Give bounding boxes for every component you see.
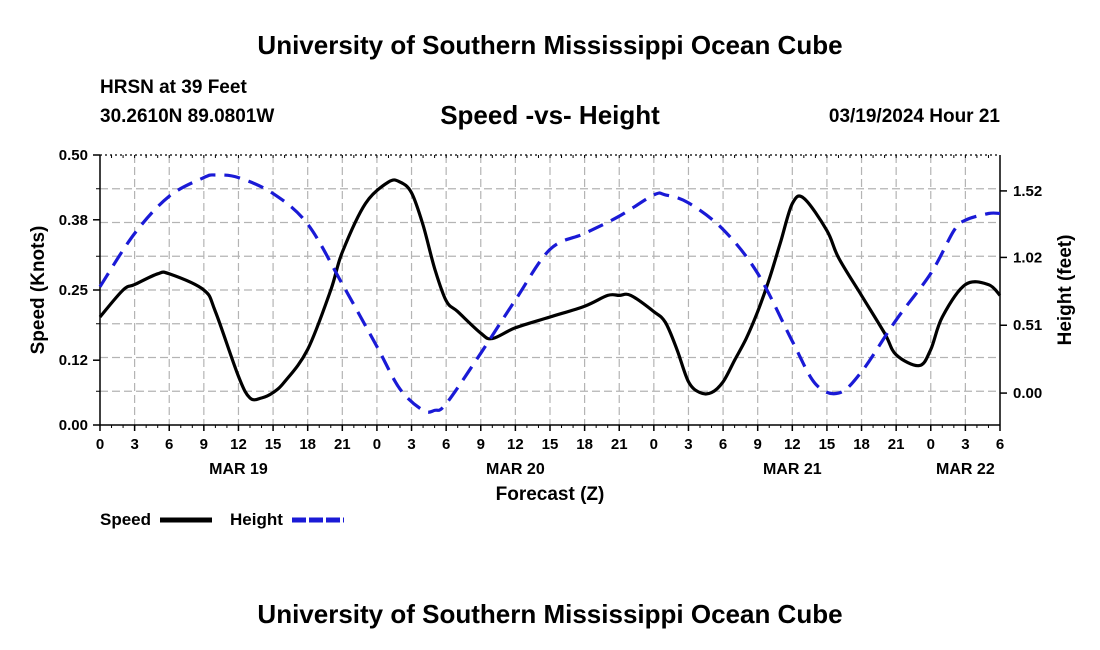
y-axis-title-left: Speed (Knots): [28, 226, 49, 355]
x-tick-label: 12: [784, 436, 801, 453]
y-tick-label-right: 1.02: [1013, 249, 1042, 266]
y-tick-label-left: 0.25: [59, 282, 88, 299]
x-tick-label: 21: [334, 436, 351, 453]
x-tick-label: 3: [961, 436, 969, 453]
y-tick-label-left: 0.00: [59, 417, 88, 434]
y-tick-label-left: 0.38: [59, 212, 88, 229]
x-day-label: MAR 21: [763, 461, 822, 478]
footer-title: University of Southern Mississippi Ocean…: [257, 599, 843, 629]
x-day-label: MAR 19: [209, 461, 268, 478]
x-day-label: MAR 20: [486, 461, 545, 478]
x-day-label: MAR 22: [936, 461, 995, 478]
x-tick-label: 3: [407, 436, 415, 453]
x-tick-label: 9: [754, 436, 762, 453]
x-tick-label: 18: [299, 436, 316, 453]
y-axis-title-right: Height (feet): [1055, 235, 1076, 346]
page-title: University of Southern Mississippi Ocean…: [257, 30, 843, 60]
x-tick-label: 15: [542, 436, 559, 453]
x-tick-label: 15: [265, 436, 282, 453]
station-coordinates: 30.2610N 89.0801W: [100, 106, 275, 127]
x-tick-label: 0: [927, 436, 935, 453]
y-tick-label-right: 1.52: [1013, 183, 1042, 200]
x-tick-label: 0: [96, 436, 104, 453]
x-tick-label: 6: [996, 436, 1004, 453]
x-axis-title: Forecast (Z): [496, 484, 605, 505]
x-tick-label: 6: [719, 436, 727, 453]
x-tick-label: 6: [165, 436, 173, 453]
forecast-datetime: 03/19/2024 Hour 21: [828, 106, 1000, 127]
chart-subtitle: Speed -vs- Height: [440, 100, 660, 130]
x-tick-label: 21: [611, 436, 628, 453]
y-tick-label-left: 0.50: [59, 147, 88, 164]
x-tick-label: 18: [853, 436, 870, 453]
legend-label-height: Height: [230, 510, 283, 529]
series-line-speed: [98, 178, 1002, 402]
x-tick-label: 12: [507, 436, 524, 453]
x-tick-label: 9: [477, 436, 485, 453]
x-tick-label: 15: [819, 436, 836, 453]
y-tick-label-right: 0.51: [1013, 317, 1042, 334]
x-tick-label: 6: [442, 436, 450, 453]
x-tick-label: 18: [576, 436, 593, 453]
x-tick-label: 9: [200, 436, 208, 453]
x-tick-label: 3: [684, 436, 692, 453]
series-line-height: [98, 173, 1001, 414]
x-tick-label: 21: [888, 436, 905, 453]
x-tick-label: 0: [650, 436, 658, 453]
x-tick-label: 0: [373, 436, 381, 453]
x-tick-label: 12: [230, 436, 247, 453]
legend-label-speed: Speed: [100, 510, 151, 529]
station-label: HRSN at 39 Feet: [100, 77, 247, 98]
y-tick-label-right: 0.00: [1013, 385, 1042, 402]
y-tick-label-left: 0.12: [59, 352, 88, 369]
x-tick-label: 3: [130, 436, 138, 453]
